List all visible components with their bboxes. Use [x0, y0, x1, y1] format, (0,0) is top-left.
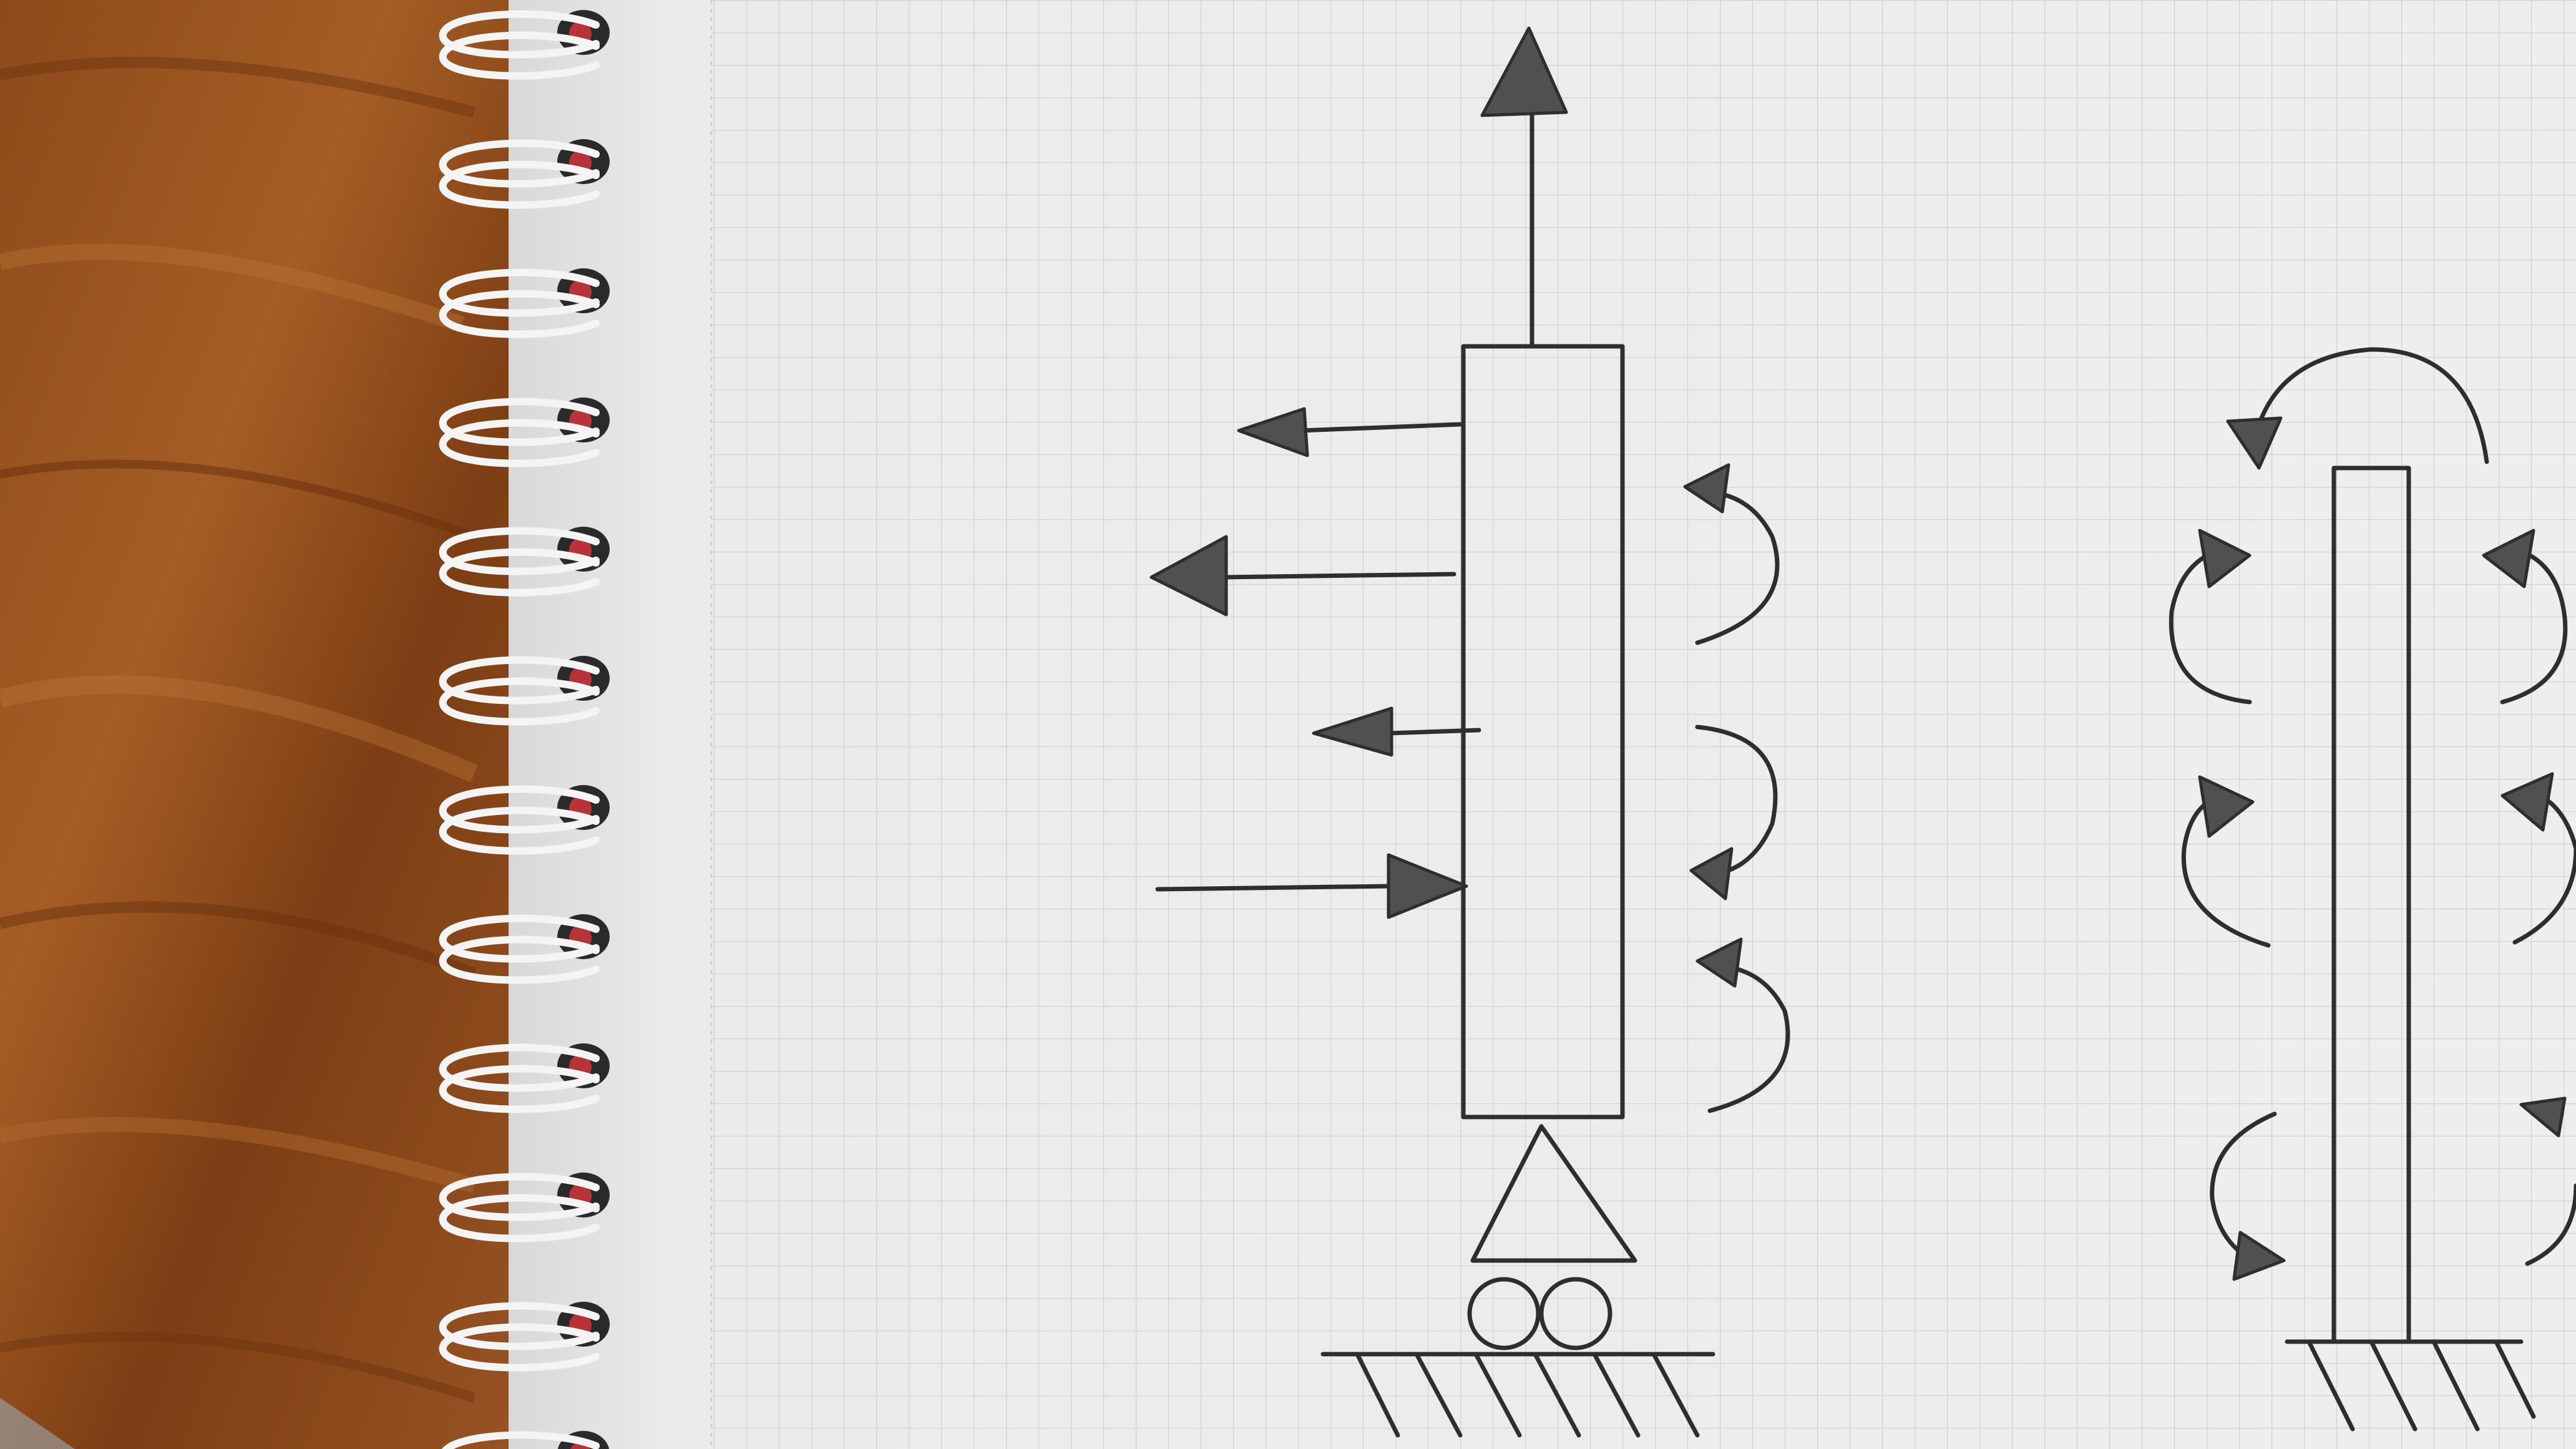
- spiral-ring: [439, 656, 610, 726]
- spiral-binding: [439, 10, 610, 1449]
- spiral-ring: [439, 10, 610, 80]
- spiral-ring: [439, 1043, 610, 1113]
- spiral-ring: [441, 1431, 610, 1449]
- spiral-ring: [439, 398, 610, 467]
- spiral-ring: [439, 1302, 610, 1372]
- wooden-table: [0, 0, 562, 1449]
- spiral-ring: [439, 914, 610, 984]
- spiral-ring: [439, 1173, 610, 1242]
- spiral-ring: [439, 139, 610, 209]
- spiral-ring: [439, 785, 610, 855]
- spiral-ring: [439, 268, 610, 338]
- spiral-ring: [439, 527, 610, 597]
- cantilever-column-sketch: [1149, 26, 1790, 1438]
- grid-paper: [509, 0, 2576, 1449]
